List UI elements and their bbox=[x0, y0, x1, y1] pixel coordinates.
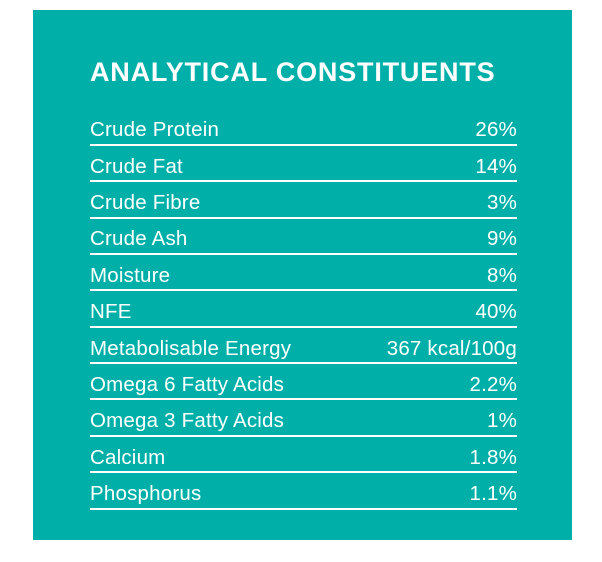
constituent-label: Phosphorus bbox=[90, 482, 202, 506]
constituent-label: Crude Protein bbox=[90, 118, 220, 142]
table-row: Crude Fibre 3% bbox=[90, 182, 517, 219]
table-row: Omega 3 Fatty Acids 1% bbox=[90, 400, 517, 437]
constituent-value: 40% bbox=[475, 300, 517, 324]
table-row: NFE 40% bbox=[90, 291, 517, 328]
constituent-value: 2.2% bbox=[469, 372, 517, 396]
constituent-label: Calcium bbox=[90, 445, 166, 469]
constituent-label: Crude Fibre bbox=[90, 190, 201, 214]
constituent-label: NFE bbox=[90, 300, 132, 324]
constituent-value: 1% bbox=[486, 409, 517, 433]
table-row: Crude Protein 26% bbox=[90, 109, 517, 146]
constituent-value: 1.8% bbox=[469, 445, 517, 469]
constituent-label: Crude Ash bbox=[90, 227, 188, 251]
constituent-label: Metabolisable Energy bbox=[90, 336, 292, 360]
constituent-label: Omega 6 Fatty Acids bbox=[90, 372, 285, 396]
constituent-value: 9% bbox=[486, 227, 517, 251]
table-row: Moisture 8% bbox=[90, 255, 517, 292]
table-row: Crude Fat 14% bbox=[90, 146, 517, 183]
constituent-label: Omega 3 Fatty Acids bbox=[90, 409, 285, 433]
constituent-value: 1.1% bbox=[469, 482, 517, 506]
table-row: Metabolisable Energy 367 kcal/100g bbox=[90, 328, 517, 365]
panel-title: ANALYTICAL CONSTITUENTS bbox=[90, 57, 496, 87]
table-row: Phosphorus 1.1% bbox=[90, 473, 517, 510]
table-row: Crude Ash 9% bbox=[90, 219, 517, 255]
table-row: Calcium 1.8% bbox=[90, 437, 517, 474]
constituents-table: Crude Protein 26% Crude Fat 14% Crude Fi… bbox=[90, 109, 517, 510]
table-row: Omega 6 Fatty Acids 2.2% bbox=[90, 364, 517, 401]
constituent-label: Crude Fat bbox=[90, 154, 183, 178]
constituent-label: Moisture bbox=[90, 263, 171, 287]
constituent-value: 8% bbox=[486, 263, 517, 287]
constituent-value: 14% bbox=[475, 154, 517, 178]
analytical-constituents-panel: ANALYTICAL CONSTITUENTS Crude Protein 26… bbox=[33, 10, 572, 540]
constituent-value: 3% bbox=[486, 190, 517, 214]
constituent-value: 26% bbox=[475, 118, 517, 142]
constituent-value: 367 kcal/100g bbox=[386, 336, 517, 360]
